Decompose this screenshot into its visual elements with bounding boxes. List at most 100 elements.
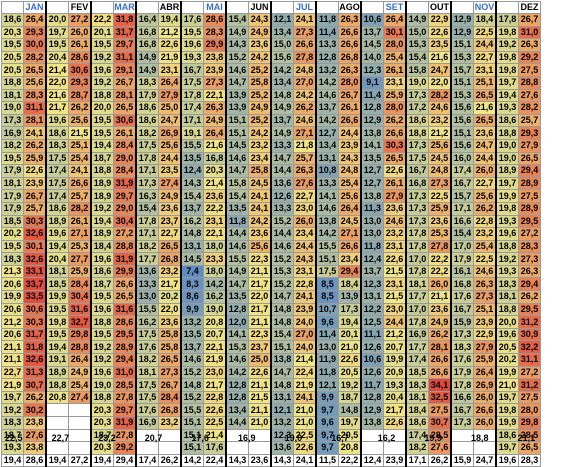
value-cell: 31,2 [518,378,541,392]
value-cell: 26,7 [113,75,137,90]
value-cell: 18,8 [90,390,114,405]
value-cell: 18,9 [90,227,114,241]
value-cell: 14,6 [180,353,204,367]
value-cell: 21,8 [293,138,317,153]
value-cell: 14,3 [270,453,294,467]
value-cell: 17,5 [180,75,204,90]
value-cell: 13,2 [180,315,204,329]
value-cell: 15,3 [225,340,249,355]
value-cell: 17,4 [450,164,474,178]
value-cell: 30,1 [23,239,47,254]
value-cell: 20,5 [495,340,519,355]
value-cell: 19,5 [1,239,24,254]
value-cell: 18,2 [135,239,159,254]
value-cell: 22,6 [428,25,452,40]
value-cell: 17,8 [405,227,429,241]
value-cell: 26,2 [473,201,497,216]
value-cell: 18,4 [405,403,429,417]
value-cell: 22,0 [158,302,182,317]
value-cell: 16,8 [135,38,159,52]
table-row: 19,0 31,1 21,7 26,2 20,0 26,5 18,6 25,0 17,4 26,3… [1,101,541,115]
value-cell: 17,3 [338,302,362,317]
value-cell: 23,2 [428,113,452,128]
spacer-cell [270,1,294,14]
value-cell: 26,2 [518,290,541,304]
value-cell: 25,6 [68,113,92,128]
value-cell: 17,8 [180,88,204,103]
value-cell: 19,8 [495,403,519,417]
value-cell: 30,0 [23,38,47,52]
value-cell: 19,9 [45,290,69,304]
value-cell: 32,5 [428,390,452,405]
value-cell: 15,9 [450,453,474,467]
value-cell: 21,7 [383,403,407,417]
value-cell: 26,6 [428,365,452,380]
value-cell: 16,8 [450,277,474,292]
value-cell: 23,4 [248,151,272,166]
value-cell: 15,4 [225,13,249,27]
value-cell: 20,1 [338,327,362,342]
value-cell: 16,9 [135,416,159,430]
value-cell: 13,9 [225,101,249,115]
table-row: 18,8 25,6 22,0 29,3 19,2 26,7 18,3 26,4 17,5 27,3… [1,75,541,90]
value-cell: 9,6 [315,416,339,430]
value-cell: 18,1 [45,264,69,279]
value-cell: 26,5 [383,151,407,166]
value-cell: 12,3 [360,277,384,292]
value-cell: 25,1 [68,138,92,153]
value-cell: 21,5 [68,126,92,140]
value-cell: 26,5 [473,88,497,103]
value-cell: 26,4 [158,75,182,90]
value-cell: 16,1 [450,264,474,279]
value-cell: 28,2 [428,88,452,103]
value-cell: 17,3 [405,201,429,216]
value-cell: 25,9 [23,151,47,166]
value-cell: 18,6 [1,13,24,27]
value-cell: 23,9 [383,453,407,467]
value-cell: 26,2 [68,101,92,115]
value-cell: 18,0 [203,239,227,254]
value-cell: 14,6 [225,151,249,166]
value-cell: 18,3 [450,340,474,355]
month-header: DEZ [518,1,541,14]
value-cell: 24,7 [473,138,497,153]
value-cell: 18,6 [495,428,519,443]
value-cell: 21,9 [293,378,317,392]
value-cell: 24,7 [158,113,182,128]
value-cell: 25,9 [383,88,407,103]
value-cell: 28,3 [203,25,227,40]
value-cell: 31,1 [23,101,47,115]
value-cell: 20,3 [90,403,114,417]
value-cell: 14,8 [270,302,294,317]
value-cell: 18,3 [45,138,69,153]
value-cell: 20,5 [1,50,24,65]
value-cell: 15,2 [270,214,294,229]
value-cell: 28,5 [113,378,137,392]
value-cell: 29,5 [518,214,541,229]
value-cell: 15,6 [450,138,474,153]
value-cell: 12,8 [225,378,249,392]
value-cell: 19,6 [495,227,519,241]
value-cell: 19,6 [90,302,114,317]
value-cell: 26,5 [113,290,137,304]
value-cell: 11,8 [360,239,384,254]
value-cell: 28,8 [518,75,541,90]
value-cell: 27,5 [518,189,541,203]
value-cell [45,403,69,417]
value-cell: 14,8 [270,315,294,329]
value-cell: 30,7 [23,378,47,392]
value-cell: 21,2 [428,126,452,140]
value-cell: 25,8 [248,164,272,178]
value-cell: 17,1 [135,227,159,241]
value-cell: 15,5 [315,239,339,254]
value-cell: 27,3 [473,290,497,304]
value-cell: 14,6 [315,88,339,103]
value-cell: 24,9 [248,25,272,40]
value-cell: 28,0 [338,75,362,90]
value-cell: 17,8 [405,239,429,254]
value-cell: 15,1 [450,126,474,140]
value-cell: 20,6 [1,327,24,342]
value-cell: 29,4 [113,453,137,467]
value-cell: 15,6 [450,101,474,115]
value-cell: 9,9 [180,302,204,317]
